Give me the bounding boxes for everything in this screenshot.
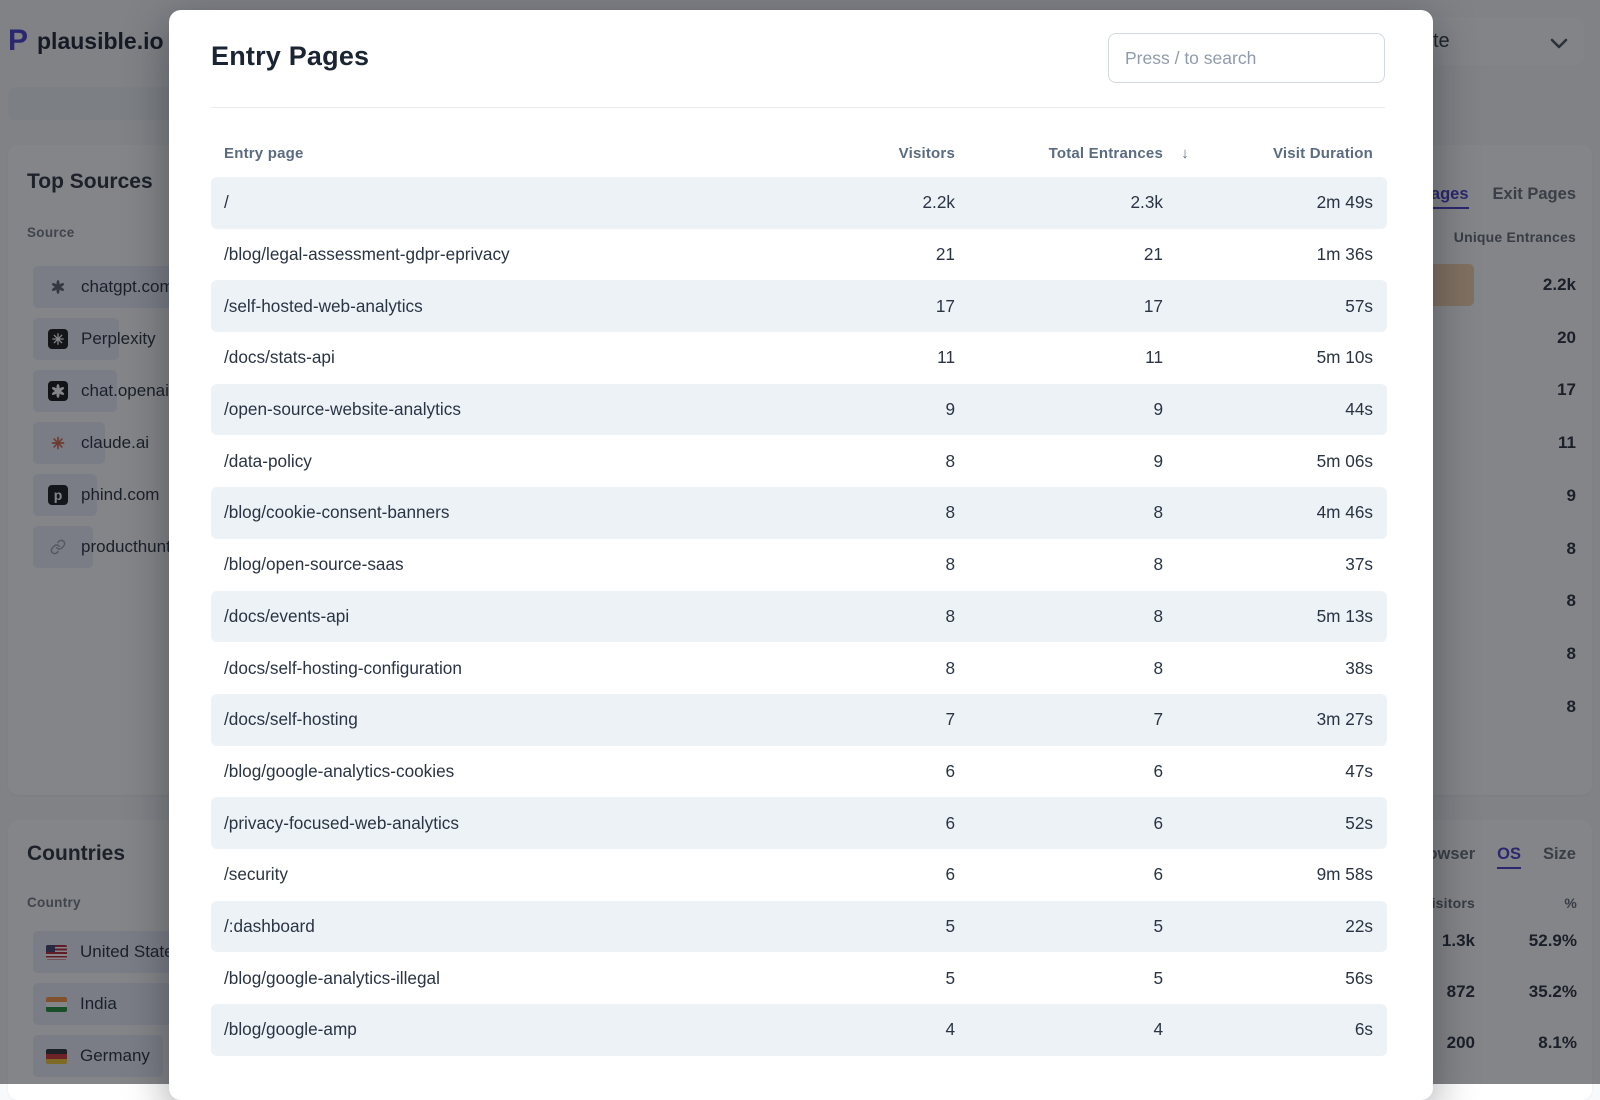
table-row[interactable]: /security 6 6 9m 58s [211,849,1387,901]
entry-page-link[interactable]: /docs/self-hosting-configuration [224,657,462,678]
duration-value: 37s [1345,554,1373,575]
entry-page-link[interactable]: /docs/events-api [224,605,350,626]
entrances-value: 9 [1153,399,1163,420]
entry-page-link[interactable]: / [224,192,229,213]
entrances-value: 2.3k [1130,192,1164,213]
table-row[interactable]: / 2.2k 2.3k 2m 49s [211,177,1387,229]
entry-page-link[interactable]: /blog/google-analytics-cookies [224,760,455,781]
sort-descending-icon: ↓ [1181,145,1189,162]
visitors-value: 2.2k [922,192,956,213]
duration-value: 56s [1345,967,1373,988]
visitors-value: 5 [945,915,955,936]
duration-value: 2m 49s [1316,192,1373,213]
entrances-value: 8 [1153,502,1163,523]
duration-value: 38s [1345,657,1373,678]
table-row[interactable]: /blog/google-analytics-illegal 5 5 56s [211,952,1387,1004]
table-row[interactable]: /docs/events-api 8 8 5m 13s [211,590,1387,643]
visitors-value: 8 [945,502,955,523]
table-row[interactable]: /blog/open-source-saas 8 8 37s [211,539,1387,591]
visitors-value: 6 [945,864,955,885]
visitors-value: 21 [935,244,955,265]
visitors-value: 9 [945,399,955,420]
entry-page-link[interactable]: /:dashboard [224,915,315,936]
entrances-value: 8 [1153,605,1163,626]
divider [211,107,1385,108]
duration-value: 44s [1345,399,1373,420]
entrances-value: 4 [1153,1019,1163,1040]
entry-page-link[interactable]: /blog/open-source-saas [224,554,404,575]
entry-pages-table: / 2.2k 2.3k 2m 49s /blog/legal-assessment-g… [211,177,1387,1056]
duration-value: 5m 06s [1316,450,1373,471]
table-row[interactable]: /docs/stats-api 11 11 5m 10s [211,332,1387,384]
duration-value: 6s [1354,1019,1373,1040]
duration-value: 52s [1345,812,1373,833]
modal-title: Entry Pages [211,41,370,71]
duration-value: 4m 46s [1316,502,1373,523]
table-row[interactable]: /self-hosted-web-analytics 17 17 57s [211,280,1387,333]
search-input[interactable] [1108,33,1385,83]
col-visit-duration[interactable]: Visit Duration [1272,145,1373,162]
entry-page-link[interactable]: /security [224,864,288,885]
entry-page-link[interactable]: /data-policy [224,450,312,471]
entry-page-link[interactable]: /blog/cookie-consent-banners [224,502,450,523]
entrances-value: 8 [1153,554,1163,575]
duration-value: 22s [1345,915,1373,936]
visitors-value: 11 [937,347,955,368]
duration-value: 9m 58s [1316,864,1373,885]
duration-value: 47s [1345,760,1373,781]
visitors-value: 4 [945,1019,955,1040]
entrances-value: 21 [1143,244,1163,265]
entrances-value: 5 [1153,967,1163,988]
table-row[interactable]: /privacy-focused-web-analytics 6 6 52s [211,797,1387,849]
visitors-value: 6 [945,812,955,833]
table-row[interactable]: /blog/cookie-consent-banners 8 8 4m 46s [211,487,1387,539]
entrances-value: 5 [1153,915,1163,936]
table-row[interactable]: /docs/self-hosting-configuration 8 8 38s [211,642,1387,694]
table-row[interactable]: /blog/legal-assessment-gdpr-eprivacy 21 21… [211,229,1387,281]
entry-page-link[interactable]: /blog/legal-assessment-gdpr-eprivacy [224,244,510,265]
entry-page-link[interactable]: /blog/google-analytics-illegal [224,967,440,988]
col-total-entrances[interactable]: Total Entrances ↓ [1048,145,1189,162]
table-row[interactable]: /data-policy 8 9 5m 06s [211,435,1387,487]
table-row[interactable]: /blog/google-amp 4 4 6s [211,1004,1387,1056]
entrances-value: 7 [1153,709,1163,730]
duration-value: 57s [1345,295,1373,316]
duration-value: 3m 27s [1316,709,1373,730]
entrances-value: 8 [1153,657,1163,678]
entrances-value: 11 [1145,347,1163,368]
visitors-value: 7 [945,709,955,730]
visitors-value: 8 [945,450,955,471]
col-visitors[interactable]: Visitors [898,145,955,162]
entry-page-link[interactable]: /privacy-focused-web-analytics [224,812,459,833]
entry-page-link[interactable]: /blog/google-amp [224,1019,357,1040]
entrances-value: 9 [1153,450,1163,471]
visitors-value: 8 [945,605,955,626]
entry-page-link[interactable]: /open-source-website-analytics [224,399,461,420]
entry-pages-modal: Entry Pages Entry page Visitors Total En… [169,10,1433,1100]
entrances-value: 17 [1143,295,1163,316]
table-row[interactable]: /open-source-website-analytics 9 9 44s [211,383,1387,436]
visitors-value: 6 [945,760,955,781]
duration-value: 5m 13s [1316,605,1373,626]
entrances-value: 6 [1153,760,1163,781]
duration-value: 1m 36s [1316,244,1373,265]
table-row[interactable]: /docs/self-hosting 7 7 3m 27s [211,693,1387,746]
visitors-value: 8 [945,554,955,575]
visitors-value: 5 [945,967,955,988]
entrances-value: 6 [1153,864,1163,885]
entry-page-link[interactable]: /docs/self-hosting [224,709,358,730]
table-row[interactable]: /:dashboard 5 5 22s [211,900,1387,953]
table-header: Entry page Visitors Total Entrances ↓ Vis… [211,145,1387,162]
duration-value: 5m 10s [1316,347,1373,368]
entry-page-link[interactable]: /self-hosted-web-analytics [224,295,423,316]
table-row[interactable]: /blog/google-analytics-cookies 6 6 47s [211,746,1387,798]
entrances-value: 6 [1153,812,1163,833]
entry-page-link[interactable]: /docs/stats-api [224,347,335,368]
col-entry-page[interactable]: Entry page [224,145,304,162]
visitors-value: 8 [945,657,955,678]
visitors-value: 17 [935,295,955,316]
